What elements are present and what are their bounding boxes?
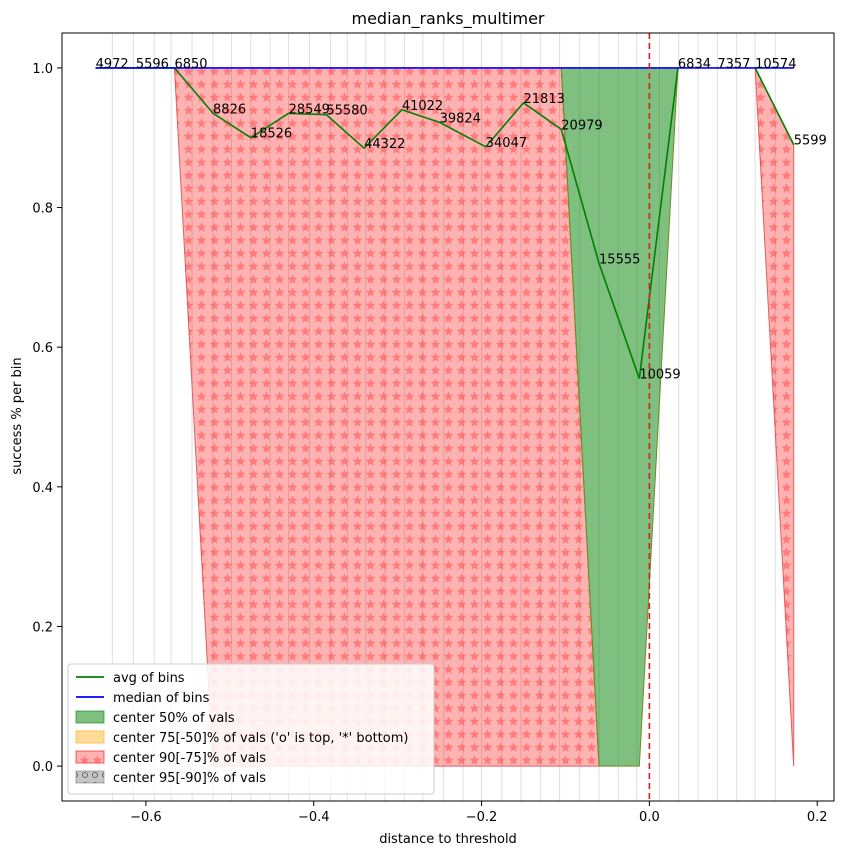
point-label: 18526: [251, 127, 292, 142]
x-tick-label: −0.4: [298, 810, 330, 825]
point-label: 6850: [174, 57, 207, 72]
x-tick-label: 0.0: [639, 810, 660, 825]
point-label: 5599: [794, 134, 827, 149]
point-label: 10059: [639, 368, 680, 383]
y-tick-label: 0.2: [32, 620, 53, 635]
bands: [173, 67, 795, 767]
point-label: 20979: [561, 118, 602, 133]
legend-entry-label: center 95[-90]% of vals: [113, 771, 266, 786]
x-tick-label: −0.6: [130, 810, 162, 825]
x-axis-label: distance to threshold: [379, 832, 517, 847]
point-label: 15555: [599, 252, 640, 267]
point-label: 10574: [755, 57, 796, 72]
plot-frame: [61, 32, 835, 802]
y-tick-label: 0.6: [32, 341, 53, 356]
series-lines: [95, 33, 795, 801]
legend-patch-swatch: [75, 730, 105, 744]
legend-entry-label: center 75[-50]% of vals ('o' is top, '*'…: [113, 731, 408, 746]
legend-entry-label: center 50% of vals: [113, 711, 235, 726]
point-label: 28549: [289, 102, 330, 117]
legend-box: [67, 663, 435, 795]
series-line: [754, 67, 795, 146]
chart-title: median_ranks_multimer: [352, 9, 545, 29]
point-label: 41022: [402, 99, 443, 114]
point-label: 21813: [524, 92, 565, 107]
y-tick-label: 0.8: [32, 202, 53, 217]
point-label: 4972: [96, 57, 129, 72]
point-label: 34047: [486, 136, 527, 151]
axes: −0.6 −0.4 −0.2 0.0 0.2 0.0 0.2 0.4 0.6 0.8 1.0: [32, 32, 835, 825]
legend-entry-label: median of bins: [113, 691, 210, 706]
legend: avg of bins median of bins center 50% of v…: [67, 663, 435, 795]
point-label: 7357: [717, 57, 750, 72]
legend-hatch: [76, 751, 104, 763]
x-tick-label: −0.2: [466, 810, 498, 825]
point-label: 39824: [440, 111, 481, 126]
band-hatch: [174, 67, 600, 767]
y-tick-label: 0.0: [32, 760, 53, 775]
point-label: 8826: [213, 102, 246, 117]
series-line: [95, 67, 679, 379]
legend-hatch: [76, 771, 104, 783]
point-label: 5596: [136, 57, 169, 72]
x-tick-label: 0.2: [807, 810, 828, 825]
legend-entry-label: center 90[-75]% of vals: [113, 751, 266, 766]
band-hatch: [755, 67, 794, 767]
y-tick-label: 0.4: [32, 481, 53, 496]
y-tick-label: 1.0: [32, 62, 53, 77]
legend-entry-label: avg of bins: [113, 671, 185, 686]
point-label: 6834: [678, 57, 711, 72]
legend-patch-swatch: [75, 710, 105, 724]
point-label: 44322: [364, 137, 405, 152]
y-axis-label: success % per bin: [10, 357, 25, 474]
point-label: 55580: [326, 104, 367, 119]
